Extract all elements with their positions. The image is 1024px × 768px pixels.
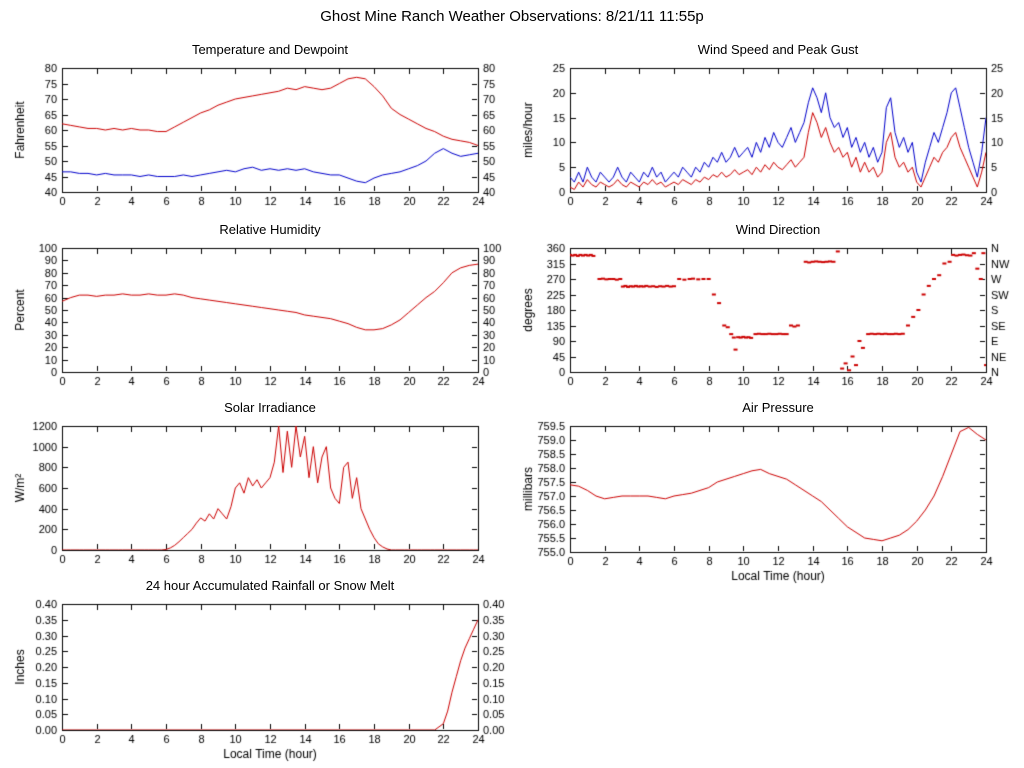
chart-title-wind-direction: Wind Direction	[735, 222, 821, 237]
chart-title-relative-humidity: Relative Humidity	[219, 222, 321, 237]
chart-wind-direction: Wind Direction	[516, 220, 1016, 394]
wind-speed-gust-plot	[516, 62, 1016, 214]
chart-title-accumulated-rainfall: 24 hour Accumulated Rainfall or Snow Mel…	[145, 578, 395, 593]
wind-direction-plot	[516, 242, 1016, 394]
chart-relative-humidity: Relative Humidity	[8, 220, 508, 394]
temperature-dewpoint-plot	[8, 62, 508, 214]
air-pressure-plot	[516, 420, 1016, 590]
chart-wind-speed-gust: Wind Speed and Peak Gust	[516, 40, 1016, 214]
chart-title-solar-irradiance: Solar Irradiance	[224, 400, 316, 415]
chart-title-air-pressure: Air Pressure	[742, 400, 814, 415]
solar-irradiance-plot	[8, 420, 508, 572]
chart-accumulated-rainfall: 24 hour Accumulated Rainfall or Snow Mel…	[8, 576, 508, 768]
chart-air-pressure: Air Pressure	[516, 398, 1016, 590]
accumulated-rainfall-plot	[8, 598, 508, 768]
chart-title-wind-speed-gust: Wind Speed and Peak Gust	[697, 42, 859, 57]
relative-humidity-plot	[8, 242, 508, 394]
chart-title-temperature-dewpoint: Temperature and Dewpoint	[191, 42, 349, 57]
chart-solar-irradiance: Solar Irradiance	[8, 398, 508, 572]
page-title: Ghost Mine Ranch Weather Observations: 8…	[320, 8, 704, 25]
chart-temperature-dewpoint: Temperature and Dewpoint	[8, 40, 508, 214]
